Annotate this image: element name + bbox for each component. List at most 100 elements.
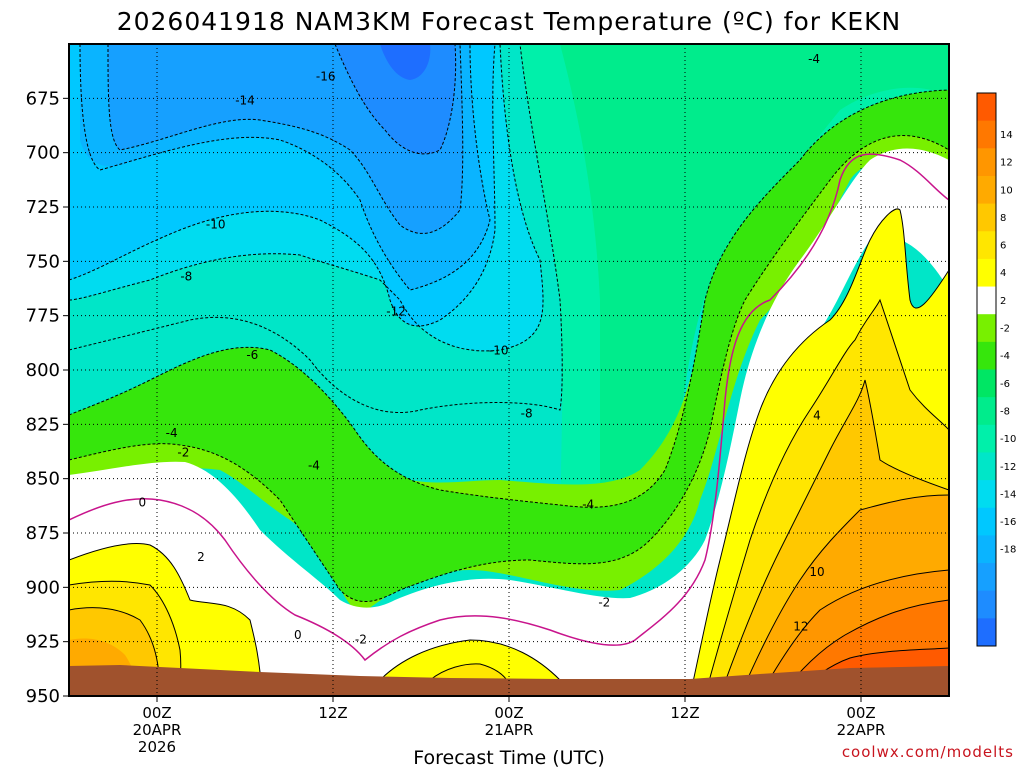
y-tick-label: 875 bbox=[26, 523, 60, 544]
contour-line-minus10 bbox=[69, 44, 496, 327]
colorbar-swatch bbox=[977, 120, 996, 149]
fill-level-minus18 bbox=[335, 44, 456, 154]
contour-label: -2 bbox=[598, 596, 610, 610]
contour-label: -4 bbox=[808, 52, 820, 66]
x-tick-label: 00Z bbox=[142, 704, 171, 722]
colorbar-tick-label: -8 bbox=[1000, 406, 1010, 417]
contour-label: 4 bbox=[813, 409, 821, 423]
contour-label: 10 bbox=[809, 565, 824, 579]
chart-title: 2026041918 NAM3KM Forecast Temperature (… bbox=[117, 7, 902, 36]
contour-label: -14 bbox=[235, 94, 255, 108]
contour-label: 0 bbox=[139, 496, 147, 510]
fill-level-minus4 bbox=[69, 90, 949, 602]
colorbar-swatch bbox=[977, 507, 996, 536]
colorbar-swatch bbox=[977, 258, 996, 288]
colorbar-swatch bbox=[977, 480, 996, 509]
grid-lines bbox=[69, 44, 949, 696]
colorbar-tick-label: -10 bbox=[1000, 434, 1016, 445]
contour-label: -16 bbox=[316, 70, 336, 84]
colorbar-swatch bbox=[977, 563, 996, 592]
y-tick-label: 850 bbox=[26, 469, 60, 490]
y-tick-label: 900 bbox=[26, 577, 60, 598]
colorbar-frame bbox=[976, 92, 997, 647]
x-tick-label: 00Z bbox=[494, 704, 523, 722]
x-tick-label: 21APR bbox=[485, 721, 534, 739]
colorbar-swatch bbox=[977, 93, 996, 122]
contour-label: -4 bbox=[308, 459, 320, 473]
contour-label: -4 bbox=[582, 498, 594, 512]
y-tick-label: 925 bbox=[26, 632, 60, 653]
x-tick-label: 22APR bbox=[837, 721, 886, 739]
x-tick-label: 12Z bbox=[670, 704, 699, 722]
y-tick-label: 750 bbox=[26, 251, 60, 272]
colorbar-tick-label: -2 bbox=[1000, 324, 1010, 335]
colorbar-tick-label: 10 bbox=[1000, 185, 1013, 196]
colorbar-tick-label: 4 bbox=[1000, 268, 1006, 279]
contour-line-minus8 bbox=[69, 44, 544, 352]
contour-label: -4 bbox=[166, 426, 178, 440]
contour-line-0 bbox=[69, 153, 949, 662]
colorbar-swatch bbox=[977, 314, 996, 343]
contour-label: -6 bbox=[246, 348, 258, 362]
contour-label: 2 bbox=[197, 550, 205, 564]
colorbar-tick-label: -6 bbox=[1000, 379, 1010, 390]
colorbar-swatch bbox=[977, 618, 996, 647]
colorbar-tick-label: 14 bbox=[1000, 130, 1013, 141]
contour-labels: -16 -14 -10 -8 -6 -4 -2 0 2 -4 -12 -10 -8 -4 -2 0 -2 4 10 1… bbox=[139, 52, 825, 646]
negative-contour-lines bbox=[69, 44, 949, 603]
colorbar-swatch bbox=[977, 148, 996, 177]
x-tick-label: 2026 bbox=[138, 738, 176, 756]
colorbar-tick-label: 12 bbox=[1000, 158, 1013, 169]
colorbar-swatch bbox=[977, 397, 996, 426]
colorbar-swatch bbox=[977, 369, 996, 398]
contour-line-10-right bbox=[759, 569, 949, 696]
contour-label: 0 bbox=[294, 628, 302, 642]
contour-label: -10 bbox=[489, 343, 509, 357]
colorbar-tick-label: -12 bbox=[1000, 462, 1016, 473]
x-tick-label: 20APR bbox=[133, 721, 182, 739]
x-tick-label: 12Z bbox=[318, 704, 347, 722]
y-axis-ticks: 675 700 725 750 775 800 825 850 875 900 925 950 bbox=[26, 88, 69, 707]
contour-line-2-right bbox=[689, 208, 949, 696]
contour-line-8-right bbox=[739, 494, 949, 696]
colorbar-tick-label: 8 bbox=[1000, 213, 1006, 224]
contour-label: -2 bbox=[355, 632, 367, 646]
contour-line-4-right bbox=[704, 298, 949, 696]
y-tick-label: 700 bbox=[26, 143, 60, 164]
fill-level-minus18-core bbox=[380, 44, 431, 80]
y-tick-label: 675 bbox=[26, 88, 60, 109]
colorbar-tick-label: -4 bbox=[1000, 351, 1010, 362]
contour-line-4-middle bbox=[429, 663, 511, 686]
colorbar-tick-label: 6 bbox=[1000, 241, 1006, 252]
y-tick-label: 775 bbox=[26, 306, 60, 327]
contour-label: -2 bbox=[177, 446, 189, 460]
colorbar: -18 -16 -14 -12 -10 -8 -6 -4 -2 2 4 6 8 10 12 14 bbox=[976, 92, 1016, 647]
contour-label: -12 bbox=[386, 304, 406, 318]
colorbar-tick-label: 2 bbox=[1000, 296, 1006, 307]
x-tick-label: 00Z bbox=[846, 704, 875, 722]
colorbar-swatch bbox=[977, 231, 996, 260]
contour-line-6-right bbox=[719, 379, 949, 696]
contour-label: -8 bbox=[521, 406, 533, 420]
y-tick-label: 950 bbox=[26, 686, 60, 707]
contour-label: 12 bbox=[793, 619, 808, 633]
colorbar-tick-label: -18 bbox=[1000, 545, 1016, 556]
contour-label: -10 bbox=[206, 217, 226, 231]
contour-line-2-middle bbox=[379, 639, 561, 681]
site-credit: coolwx.com/modelts bbox=[842, 743, 1014, 761]
colorbar-swatch bbox=[977, 590, 996, 619]
contour-line-2-left bbox=[69, 542, 263, 696]
y-tick-label: 725 bbox=[26, 197, 60, 218]
contour-line-minus16 bbox=[334, 44, 457, 155]
colorbar-swatch bbox=[977, 424, 996, 453]
colorbar-swatch bbox=[977, 175, 996, 205]
contour-line-minus2 bbox=[69, 135, 949, 603]
colorbar-swatch bbox=[977, 203, 996, 232]
colorbar-swatch bbox=[977, 341, 996, 370]
x-axis-label: Forecast Time (UTC) bbox=[413, 747, 604, 768]
contour-line-minus6 bbox=[69, 44, 563, 414]
contour-line-minus4 bbox=[69, 89, 949, 508]
y-tick-label: 800 bbox=[26, 360, 60, 381]
